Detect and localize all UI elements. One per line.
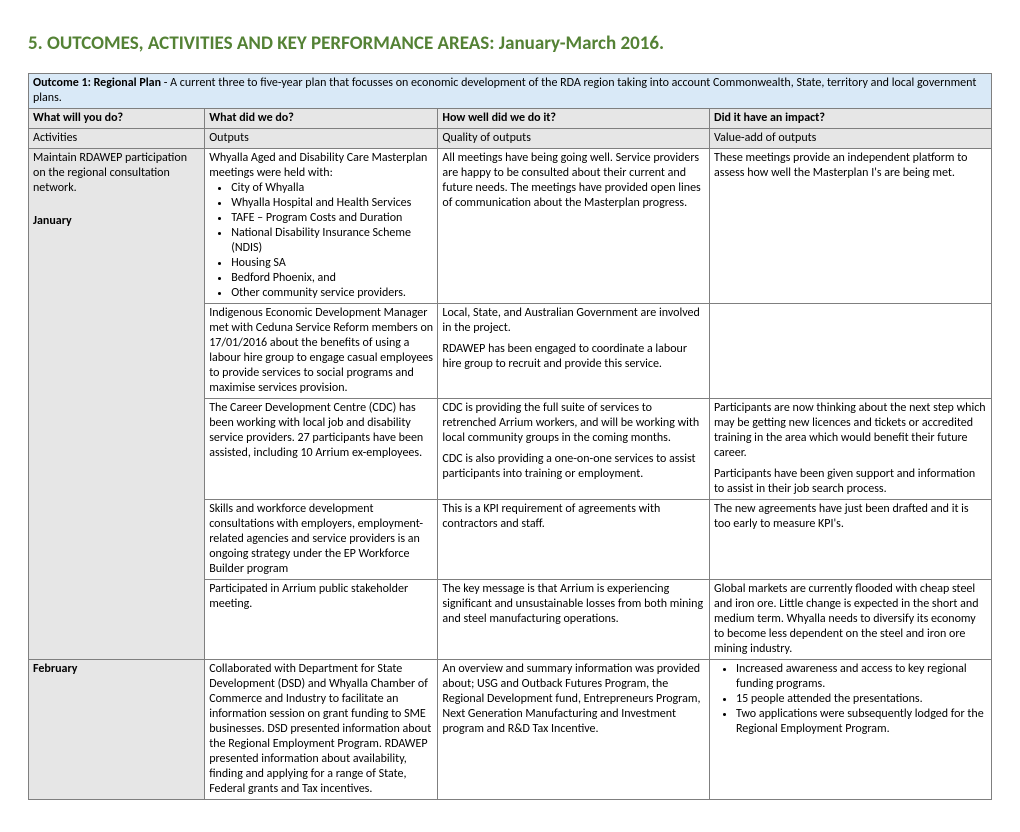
page-title: 5. OUTCOMES, ACTIVITIES AND KEY PERFORMA… — [28, 32, 992, 55]
value-cell: The new agreements have just been drafte… — [710, 500, 992, 580]
col-header-value-q: Did it have an impact? — [710, 109, 992, 129]
list-item: Bedford Phoenix, and — [231, 271, 433, 286]
quality-p1: Local, State, and Australian Government … — [442, 306, 705, 336]
quality-p1: CDC is providing the full suite of servi… — [442, 401, 705, 446]
outputs-cell: Indigenous Economic Development Manager … — [205, 304, 438, 399]
question-header-row: What will you do? What did we do? How we… — [29, 109, 992, 129]
outcomes-table: Outcome 1: Regional Plan - A current thr… — [28, 73, 992, 800]
outputs-intro: Whyalla Aged and Disability Care Masterp… — [209, 151, 433, 181]
col-header-activities-q: What will you do? — [29, 109, 205, 129]
col-header-outputs-q: What did we do? — [205, 109, 438, 129]
list-item: Other community service providers. — [231, 286, 433, 301]
activity-month-february: February — [29, 660, 205, 800]
value-bullet-list: Increased awareness and access to key re… — [714, 662, 987, 737]
value-cell: These meetings provide an independent pl… — [710, 149, 992, 304]
outcome-row: Outcome 1: Regional Plan - A current thr… — [29, 74, 992, 109]
list-item: City of Whyalla — [231, 181, 433, 196]
table-row: Maintain RDAWEP participation on the reg… — [29, 149, 992, 304]
value-p2: Participants have been given support and… — [714, 467, 987, 497]
quality-cell: An overview and summary information was … — [438, 660, 710, 800]
value-cell-empty — [710, 304, 992, 399]
quality-cell: This is a KPI requirement of agreements … — [438, 500, 710, 580]
list-item: TAFE – Program Costs and Duration — [231, 211, 433, 226]
list-item: Two applications were subsequently lodge… — [736, 707, 987, 737]
outcome-desc: - A current three to five-year plan that… — [33, 76, 976, 105]
col-header-quality-q: How well did we do it? — [438, 109, 710, 129]
col-header-activities: Activities — [29, 129, 205, 149]
quality-p2: RDAWEP has been engaged to coordinate a … — [442, 342, 705, 372]
quality-p2: CDC is also providing a one-on-one servi… — [442, 452, 705, 482]
quality-cell: All meetings have being going well. Serv… — [438, 149, 710, 304]
sub-header-row: Activities Outputs Quality of outputs Va… — [29, 129, 992, 149]
col-header-outputs: Outputs — [205, 129, 438, 149]
list-item: National Disability Insurance Scheme (ND… — [231, 226, 433, 256]
table-row: February Collaborated with Department fo… — [29, 660, 992, 800]
outputs-cell: Skills and workforce development consult… — [205, 500, 438, 580]
value-cell: Global markets are currently flooded wit… — [710, 580, 992, 660]
col-header-quality: Quality of outputs — [438, 129, 710, 149]
list-item: Whyalla Hospital and Health Services — [231, 196, 433, 211]
list-item: Housing SA — [231, 256, 433, 271]
value-p1: Participants are now thinking about the … — [714, 401, 987, 461]
list-item: 15 people attended the presentations. — [736, 692, 987, 707]
outputs-bullet-list: City of Whyalla Whyalla Hospital and Hea… — [209, 181, 433, 301]
outputs-cell: Participated in Arrium public stakeholde… — [205, 580, 438, 660]
outcome-label: Outcome 1: Regional Plan — [33, 76, 161, 90]
outputs-cell: The Career Development Centre (CDC) has … — [205, 399, 438, 500]
activity-month-january: January — [33, 214, 200, 229]
list-item: Increased awareness and access to key re… — [736, 662, 987, 692]
activity-text: Maintain RDAWEP participation on the reg… — [33, 151, 200, 196]
outputs-cell: Collaborated with Department for State D… — [205, 660, 438, 800]
quality-cell: The key message is that Arrium is experi… — [438, 580, 710, 660]
col-header-value: Value-add of outputs — [710, 129, 992, 149]
